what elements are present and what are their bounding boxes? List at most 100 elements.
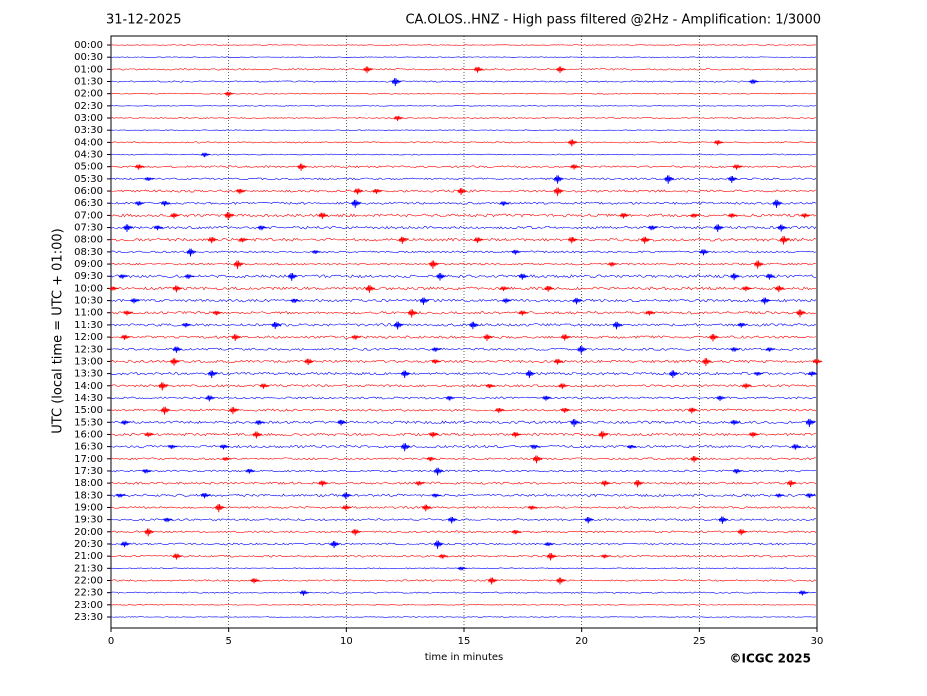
event	[181, 322, 192, 328]
y-tick-label: 19:30	[74, 515, 103, 526]
event	[224, 91, 235, 97]
y-tick-label: 14:00	[74, 381, 103, 392]
y-tick-label: 13:00	[74, 356, 103, 367]
event	[709, 333, 719, 342]
y-tick-label: 06:00	[74, 186, 103, 197]
y-tick-label: 22:30	[74, 588, 103, 599]
event	[542, 395, 552, 401]
event	[457, 566, 467, 571]
event	[431, 493, 442, 498]
event	[772, 199, 783, 208]
event	[619, 212, 630, 219]
event	[737, 322, 748, 328]
trace	[110, 579, 817, 582]
trace	[110, 530, 817, 534]
event	[800, 213, 811, 219]
event	[318, 480, 329, 487]
trace	[110, 408, 817, 412]
event	[118, 274, 129, 279]
date-title: 31-12-2025	[106, 13, 182, 28]
trace	[110, 384, 817, 388]
trace	[110, 177, 817, 181]
event	[791, 443, 802, 450]
event	[221, 457, 232, 462]
y-tick-label: 01:30	[74, 77, 103, 88]
event	[431, 347, 442, 352]
event	[257, 225, 267, 231]
trace	[110, 92, 817, 95]
event	[669, 370, 679, 379]
event	[626, 444, 637, 449]
y-tick-label: 00:30	[74, 52, 103, 63]
event	[351, 335, 362, 340]
trace	[110, 250, 817, 254]
event	[134, 164, 145, 170]
event	[353, 188, 364, 195]
y-tick-label: 02:30	[74, 101, 103, 112]
trace	[110, 457, 817, 461]
y-tick-label: 04:30	[74, 150, 103, 161]
event	[600, 480, 611, 487]
event	[485, 383, 496, 389]
trace	[110, 117, 817, 119]
event	[544, 542, 554, 547]
event	[134, 201, 145, 207]
event	[779, 236, 790, 245]
event	[556, 66, 566, 74]
trace	[110, 432, 817, 437]
trace	[110, 542, 817, 546]
trace	[110, 56, 817, 58]
event	[160, 200, 171, 207]
event	[742, 383, 752, 389]
event	[330, 540, 340, 549]
trace	[110, 286, 817, 291]
trace	[110, 311, 817, 315]
trace	[110, 591, 817, 594]
y-tick-label: 09:00	[74, 259, 103, 270]
event	[172, 553, 183, 560]
event	[400, 370, 411, 378]
y-tick-label: 13:30	[74, 369, 103, 380]
event	[777, 224, 788, 232]
event	[664, 175, 675, 184]
copyright: ©ICGC 2025	[729, 652, 811, 666]
event	[200, 492, 211, 499]
y-axis-label: UTC (local time = UTC + 01:00)	[51, 228, 66, 433]
event	[560, 334, 571, 341]
event	[553, 175, 564, 184]
event	[123, 224, 133, 233]
event	[400, 443, 411, 452]
y-tick-label: 09:30	[74, 271, 103, 282]
y-tick-label: 07:30	[74, 223, 103, 234]
event	[231, 334, 242, 342]
event	[144, 432, 154, 438]
event	[518, 273, 529, 280]
x-tick-label: 0	[108, 636, 114, 647]
event	[640, 236, 651, 244]
event	[749, 431, 759, 438]
event	[304, 358, 315, 366]
x-tick-label: 5	[225, 636, 231, 647]
event	[499, 286, 510, 292]
event	[567, 236, 578, 244]
event	[245, 468, 256, 474]
y-tick-label: 12:00	[74, 332, 103, 343]
event	[393, 115, 404, 121]
event	[494, 407, 505, 413]
event	[158, 382, 169, 391]
x-tick-label: 20	[575, 636, 588, 647]
event	[645, 310, 656, 316]
y-tick-label: 05:00	[74, 162, 103, 173]
event	[365, 285, 376, 293]
event	[233, 260, 244, 270]
y-tick-label: 22:00	[74, 575, 103, 586]
trace	[110, 201, 817, 205]
trace	[110, 262, 817, 266]
y-tick-label: 23:00	[74, 600, 103, 611]
event	[805, 418, 816, 428]
event	[798, 590, 809, 596]
x-tick-label: 15	[458, 636, 471, 647]
trace	[110, 481, 817, 485]
event	[224, 212, 235, 221]
